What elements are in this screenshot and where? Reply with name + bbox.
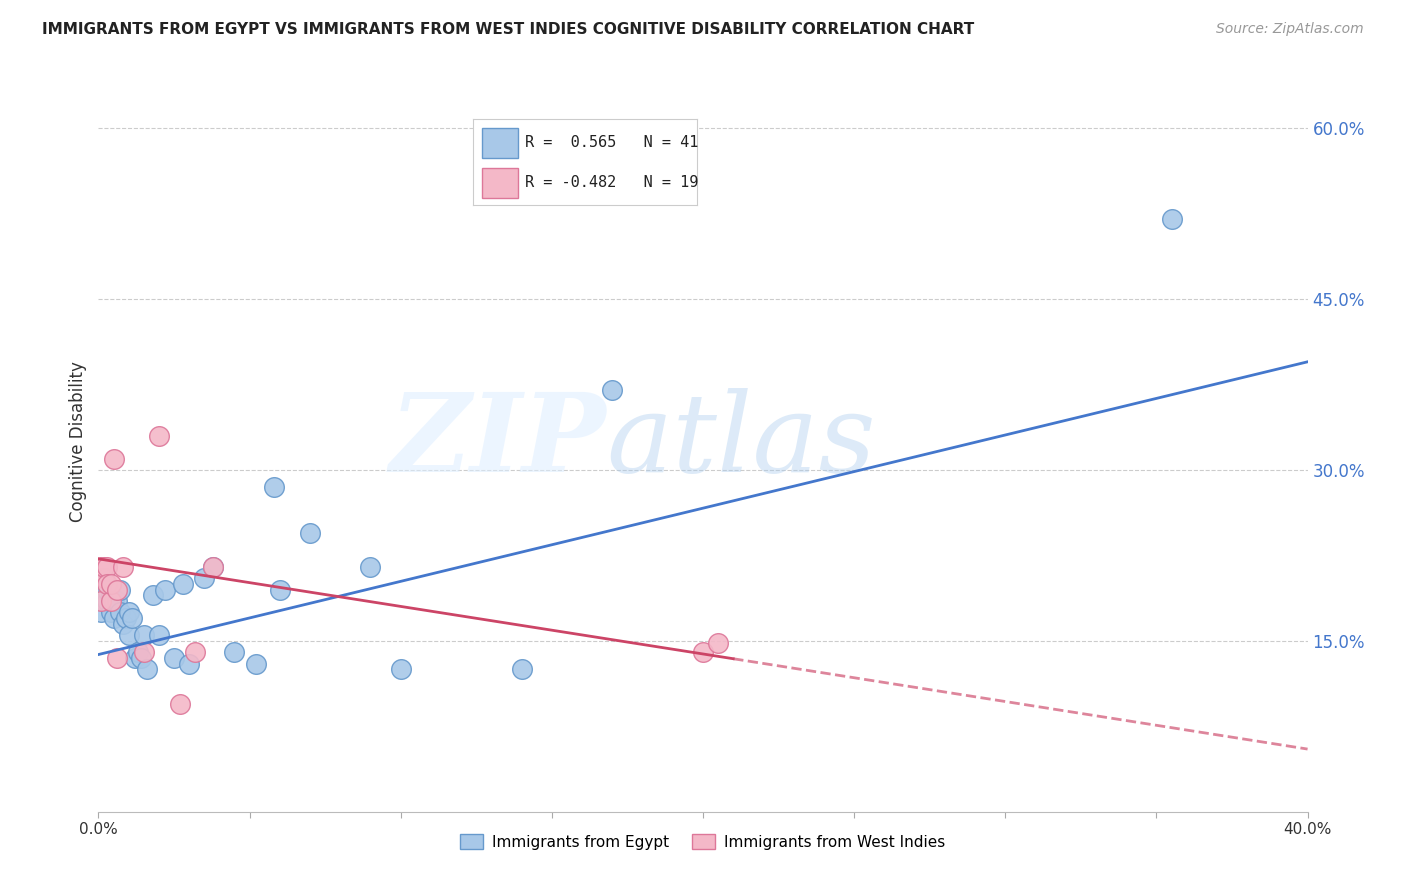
Text: ZIP: ZIP bbox=[389, 388, 606, 495]
Point bbox=[602, 384, 624, 398]
Point bbox=[118, 628, 141, 642]
Point bbox=[172, 577, 194, 591]
Text: IMMIGRANTS FROM EGYPT VS IMMIGRANTS FROM WEST INDIES COGNITIVE DISABILITY CORREL: IMMIGRANTS FROM EGYPT VS IMMIGRANTS FROM… bbox=[42, 22, 974, 37]
Point bbox=[132, 645, 155, 659]
Point bbox=[360, 559, 382, 574]
Point bbox=[100, 577, 122, 591]
Point bbox=[114, 611, 136, 625]
Point bbox=[93, 571, 115, 585]
Point bbox=[121, 611, 143, 625]
Point bbox=[111, 616, 134, 631]
Point bbox=[93, 594, 115, 608]
Point bbox=[111, 559, 134, 574]
Point bbox=[108, 606, 131, 620]
Y-axis label: Cognitive Disability: Cognitive Disability bbox=[69, 361, 87, 522]
Point bbox=[179, 657, 201, 671]
Point bbox=[124, 651, 146, 665]
Point bbox=[153, 582, 176, 597]
Point bbox=[103, 611, 125, 625]
Point bbox=[103, 594, 125, 608]
Point bbox=[105, 594, 128, 608]
Point bbox=[129, 651, 152, 665]
Text: Source: ZipAtlas.com: Source: ZipAtlas.com bbox=[1216, 22, 1364, 37]
Point bbox=[692, 645, 714, 659]
Point bbox=[96, 582, 118, 597]
Point bbox=[90, 559, 112, 574]
Point bbox=[135, 662, 157, 676]
Point bbox=[202, 559, 225, 574]
Point bbox=[169, 697, 191, 711]
Point bbox=[96, 594, 118, 608]
Point bbox=[93, 559, 115, 574]
Point bbox=[96, 559, 118, 574]
Point bbox=[263, 480, 285, 494]
Point bbox=[269, 582, 291, 597]
Point bbox=[90, 606, 112, 620]
Point bbox=[118, 606, 141, 620]
Point bbox=[93, 582, 115, 597]
Point bbox=[202, 559, 225, 574]
Point bbox=[105, 582, 128, 597]
Point bbox=[90, 594, 112, 608]
Point bbox=[193, 571, 215, 585]
Point bbox=[163, 651, 186, 665]
Text: atlas: atlas bbox=[606, 388, 876, 495]
Point bbox=[96, 577, 118, 591]
Point bbox=[90, 582, 112, 597]
Point bbox=[100, 594, 122, 608]
Point bbox=[148, 628, 170, 642]
Point bbox=[1160, 212, 1182, 227]
Point bbox=[132, 628, 155, 642]
Point bbox=[127, 645, 149, 659]
Point bbox=[148, 429, 170, 443]
Point bbox=[142, 588, 165, 602]
Point bbox=[103, 451, 125, 466]
Point bbox=[389, 662, 412, 676]
Point bbox=[707, 636, 730, 650]
Point bbox=[100, 606, 122, 620]
Point bbox=[105, 651, 128, 665]
Point bbox=[245, 657, 267, 671]
Point bbox=[184, 645, 207, 659]
Point bbox=[100, 588, 122, 602]
Point bbox=[299, 525, 322, 540]
Point bbox=[224, 645, 246, 659]
Point bbox=[510, 662, 533, 676]
Legend: Immigrants from Egypt, Immigrants from West Indies: Immigrants from Egypt, Immigrants from W… bbox=[454, 828, 952, 856]
Point bbox=[108, 582, 131, 597]
